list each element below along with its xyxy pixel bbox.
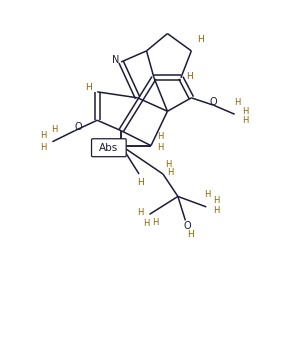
Text: O: O [210,97,217,107]
Text: H: H [213,196,219,205]
Text: H: H [85,83,92,92]
Text: H: H [187,230,194,239]
Text: H: H [40,143,46,152]
Text: O: O [183,221,191,231]
Text: H: H [213,206,219,215]
Text: H: H [242,107,248,116]
Text: N: N [112,55,119,65]
Text: H: H [137,208,144,217]
Text: H: H [186,72,193,81]
Text: H: H [152,218,159,227]
Text: H: H [111,149,118,157]
Text: H: H [157,143,163,152]
Text: Abs: Abs [99,143,118,153]
Text: H: H [167,168,174,177]
Text: H: H [137,178,144,187]
Text: H: H [242,116,248,125]
Text: H: H [143,220,149,228]
Text: H: H [234,99,241,107]
Text: H: H [204,190,211,200]
Text: H: H [198,35,204,44]
Text: O: O [75,122,82,132]
FancyBboxPatch shape [92,139,126,157]
Text: H: H [165,160,172,169]
Text: H: H [157,132,163,141]
Text: H: H [51,125,57,134]
Text: H: H [40,131,46,140]
